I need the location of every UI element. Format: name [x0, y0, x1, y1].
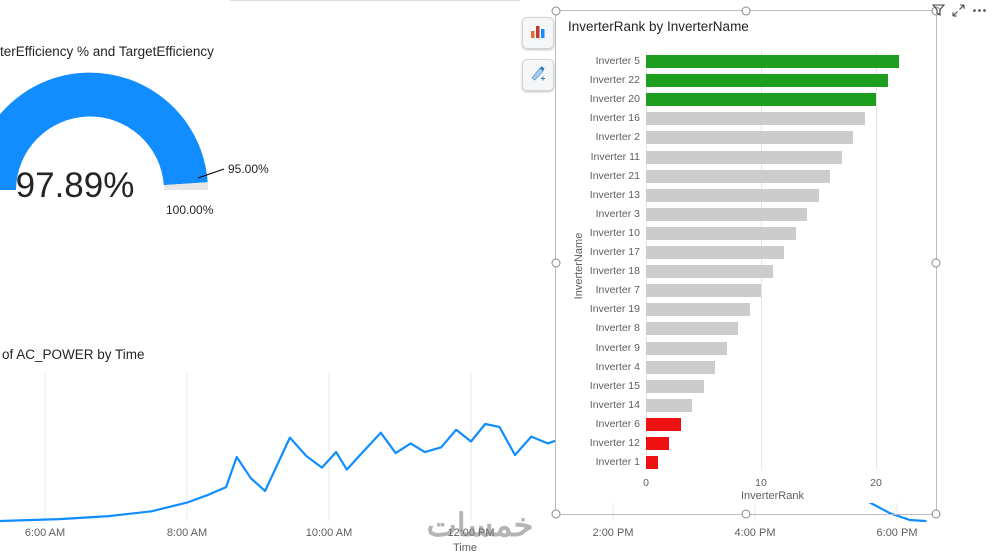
inverter-label: Inverter 4 [595, 360, 640, 373]
rank-bar[interactable] [646, 74, 888, 88]
pen-icon [530, 65, 546, 86]
column-chart-button[interactable] [522, 17, 554, 49]
gauge-fill-arc [0, 72, 208, 190]
inverter-label: Inverter 8 [595, 322, 640, 335]
rank-axis-tick-label: 0 [643, 477, 649, 489]
rank-bar[interactable] [646, 284, 761, 298]
more-options-icon[interactable] [972, 4, 987, 17]
inverter-label: Inverter 5 [595, 55, 640, 67]
bar-rows: 0 10 20 Inverter 5 Inverter 22 Inverter 20 Inv… [556, 11, 936, 514]
rank-bar[interactable] [646, 131, 853, 145]
time-tick-label: 6:00 AM [24, 527, 66, 539]
gauge-arc [0, 72, 225, 190]
rank-bar[interactable] [646, 322, 738, 336]
time-axis-labels: 6:00 AM 8:00 AM 10:00 AM 12:00 PM 2:00 PM 4:0… [0, 527, 1000, 541]
inverter-label: Inverter 10 [589, 226, 640, 239]
inverter-label: Inverter 22 [589, 74, 640, 87]
inverter-label: Inverter 3 [595, 207, 640, 220]
rank-bar[interactable] [646, 360, 715, 374]
time-tick-label: 4:00 PM [734, 527, 776, 539]
inverter-label: Inverter 6 [595, 417, 640, 430]
inverter-label: Inverter 16 [589, 112, 640, 125]
filter-icon[interactable] [932, 3, 945, 17]
inverter-label: Inverter 18 [589, 265, 640, 278]
focus-mode-icon[interactable] [952, 3, 965, 17]
gauge-target-callout-line [197, 168, 225, 179]
rank-bar[interactable] [646, 398, 692, 412]
rank-axis-tick-label: 10 [755, 477, 767, 489]
rank-axis-tick-label: 20 [870, 477, 882, 489]
selection-handle[interactable] [931, 258, 941, 267]
inverter-label: Inverter 21 [589, 169, 640, 182]
inverter-label: Inverter 9 [595, 341, 640, 354]
rank-bar[interactable] [646, 169, 830, 183]
time-tick-label: 8:00 AM [166, 527, 208, 539]
rank-bar[interactable] [646, 437, 669, 450]
rank-bar[interactable] [646, 303, 750, 317]
top-divider [230, 0, 520, 1]
rank-bar[interactable] [646, 188, 819, 202]
rank-bar[interactable] [646, 150, 842, 164]
rank-bar[interactable] [646, 265, 773, 279]
gauge-title: terEfficiency % and TargetEfficiency [0, 44, 214, 59]
rank-bar[interactable] [646, 226, 796, 240]
inverter-label: Inverter 15 [589, 379, 640, 392]
inverter-label: Inverter 12 [589, 437, 640, 449]
rank-gridline [761, 51, 762, 469]
gauge-target-label: 95.00% [228, 162, 269, 176]
inverter-label: Inverter 11 [590, 150, 640, 163]
inverter-label: Inverter 17 [589, 246, 640, 258]
inverter-label: Inverter 14 [589, 398, 640, 411]
rank-bar[interactable] [646, 246, 784, 259]
inverter-label: Inverter 1 [595, 456, 640, 469]
rank-bar[interactable] [646, 379, 704, 393]
inverter-label: Inverter 19 [589, 303, 640, 316]
selection-handle[interactable] [741, 509, 751, 519]
selection-handle[interactable] [551, 258, 561, 267]
inverter-label: Inverter 2 [595, 131, 640, 144]
time-tick-label: 6:00 PM [876, 527, 918, 539]
inverter-label: Inverter 20 [589, 93, 640, 106]
rank-bar[interactable] [646, 93, 876, 107]
rank-bar[interactable] [646, 55, 899, 68]
pen-button[interactable] [522, 59, 554, 91]
time-tick-label: 12:00 PM [447, 527, 495, 539]
gauge-remainder-arc [163, 182, 208, 190]
time-tick-label: 10:00 AM [305, 527, 353, 539]
inverter-label: Inverter 13 [589, 188, 640, 201]
bar-chart-title: InverterRank by InverterName [568, 19, 749, 34]
gauge-visual[interactable]: terEfficiency % and TargetEfficiency 97.… [0, 30, 300, 300]
line-chart-title: of AC_POWER by Time [2, 347, 145, 362]
rank-bar[interactable] [646, 112, 865, 126]
selection-handle[interactable] [551, 6, 561, 16]
selection-handle[interactable] [741, 6, 751, 16]
rank-bar[interactable] [646, 207, 807, 221]
gauge-value: 97.89% [15, 166, 135, 205]
gauge-max-label: 100.00% [166, 203, 214, 217]
selection-handle[interactable] [551, 509, 561, 519]
rank-bar[interactable] [646, 456, 658, 470]
rank-gridline [876, 51, 877, 469]
selection-handle[interactable] [931, 509, 941, 519]
rank-gridline [646, 51, 647, 469]
rank-bar[interactable] [646, 417, 681, 431]
column-chart-icon [530, 23, 546, 44]
visual-header-toolbar [932, 1, 998, 19]
time-tick-label: 2:00 PM [592, 527, 634, 539]
inverter-label: Inverter 7 [595, 284, 640, 297]
rank-bar[interactable] [646, 341, 727, 355]
time-axis-title: Time [452, 542, 478, 554]
bar-chart-visual[interactable]: InverterRank by InverterName InverterNam… [551, 6, 941, 519]
inverter-rank-axis-title: InverterRank [741, 490, 804, 502]
